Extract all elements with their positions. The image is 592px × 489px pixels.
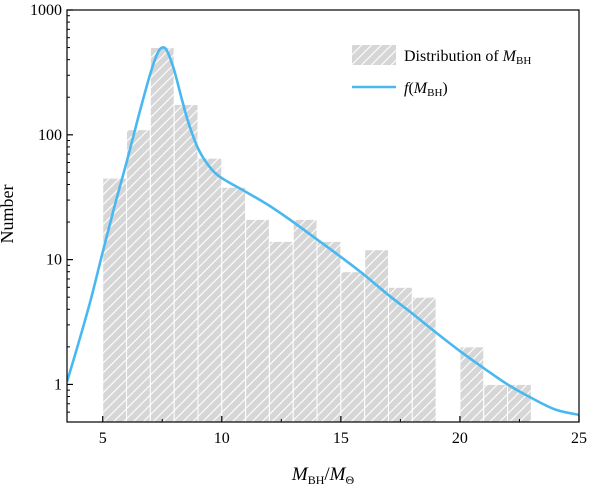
x-axis-label: MBH/MΘ — [291, 464, 355, 487]
histogram-bar — [102, 177, 128, 423]
legend: Distribution of MBH f(MBH) — [352, 45, 531, 99]
legend-hist-math: M — [502, 48, 518, 65]
x-label-main-sub: BH — [308, 473, 325, 487]
fit-line-layer — [67, 46, 579, 417]
fit-line — [67, 46, 579, 417]
histogram-bar — [221, 186, 247, 423]
x-tick-label: 25 — [571, 430, 587, 447]
x-label-sep: / — [324, 464, 330, 485]
histogram-bar — [340, 271, 366, 423]
legend-line-sub: BH — [427, 87, 442, 99]
x-tick-label: 5 — [99, 430, 107, 447]
y-axis-label: Number — [0, 185, 17, 244]
histogram-bar — [149, 47, 175, 423]
histogram-bar — [292, 218, 318, 423]
x-axis-ticks: 5 10 15 20 25 — [99, 416, 587, 447]
x-tick-label: 15 — [333, 430, 349, 447]
legend-hist-text: Distribution of — [404, 48, 503, 65]
y-tick-label: 10 — [46, 252, 62, 269]
legend-line-fn: f — [404, 80, 411, 97]
y-tick-label: 100 — [38, 127, 62, 144]
legend-line-label: f(MBH) — [404, 80, 448, 99]
histogram-bar — [173, 103, 199, 423]
histogram-bar — [197, 157, 223, 423]
y-axis-ticks: 1 10 100 1000 — [30, 2, 73, 423]
legend-line-open: ( — [408, 80, 413, 97]
x-label-den: M — [329, 464, 347, 485]
histogram-bar — [268, 240, 294, 423]
histogram-bar — [245, 218, 270, 423]
x-tick-label: 10 — [214, 430, 230, 447]
histogram-bar — [459, 346, 485, 423]
legend-hist-swatch — [352, 45, 396, 65]
legend-line-math: M — [413, 80, 429, 97]
histogram-bars — [102, 47, 532, 423]
histogram-bar — [126, 129, 151, 423]
histogram-bar — [387, 286, 413, 423]
legend-line-close: ) — [442, 80, 447, 97]
legend-hist-label: Distribution of MBH — [404, 48, 531, 67]
x-tick-label: 20 — [452, 430, 468, 447]
histogram-bar — [364, 249, 389, 423]
x-label-den-sub: Θ — [345, 473, 354, 487]
x-label-main: M — [291, 464, 309, 485]
y-tick-label: 1000 — [30, 2, 62, 19]
legend-hist-sub: BH — [516, 55, 531, 67]
plot-frame — [66, 9, 580, 423]
histogram-bar — [483, 383, 509, 423]
y-tick-label: 1 — [54, 376, 62, 393]
histogram-bar — [316, 240, 342, 423]
